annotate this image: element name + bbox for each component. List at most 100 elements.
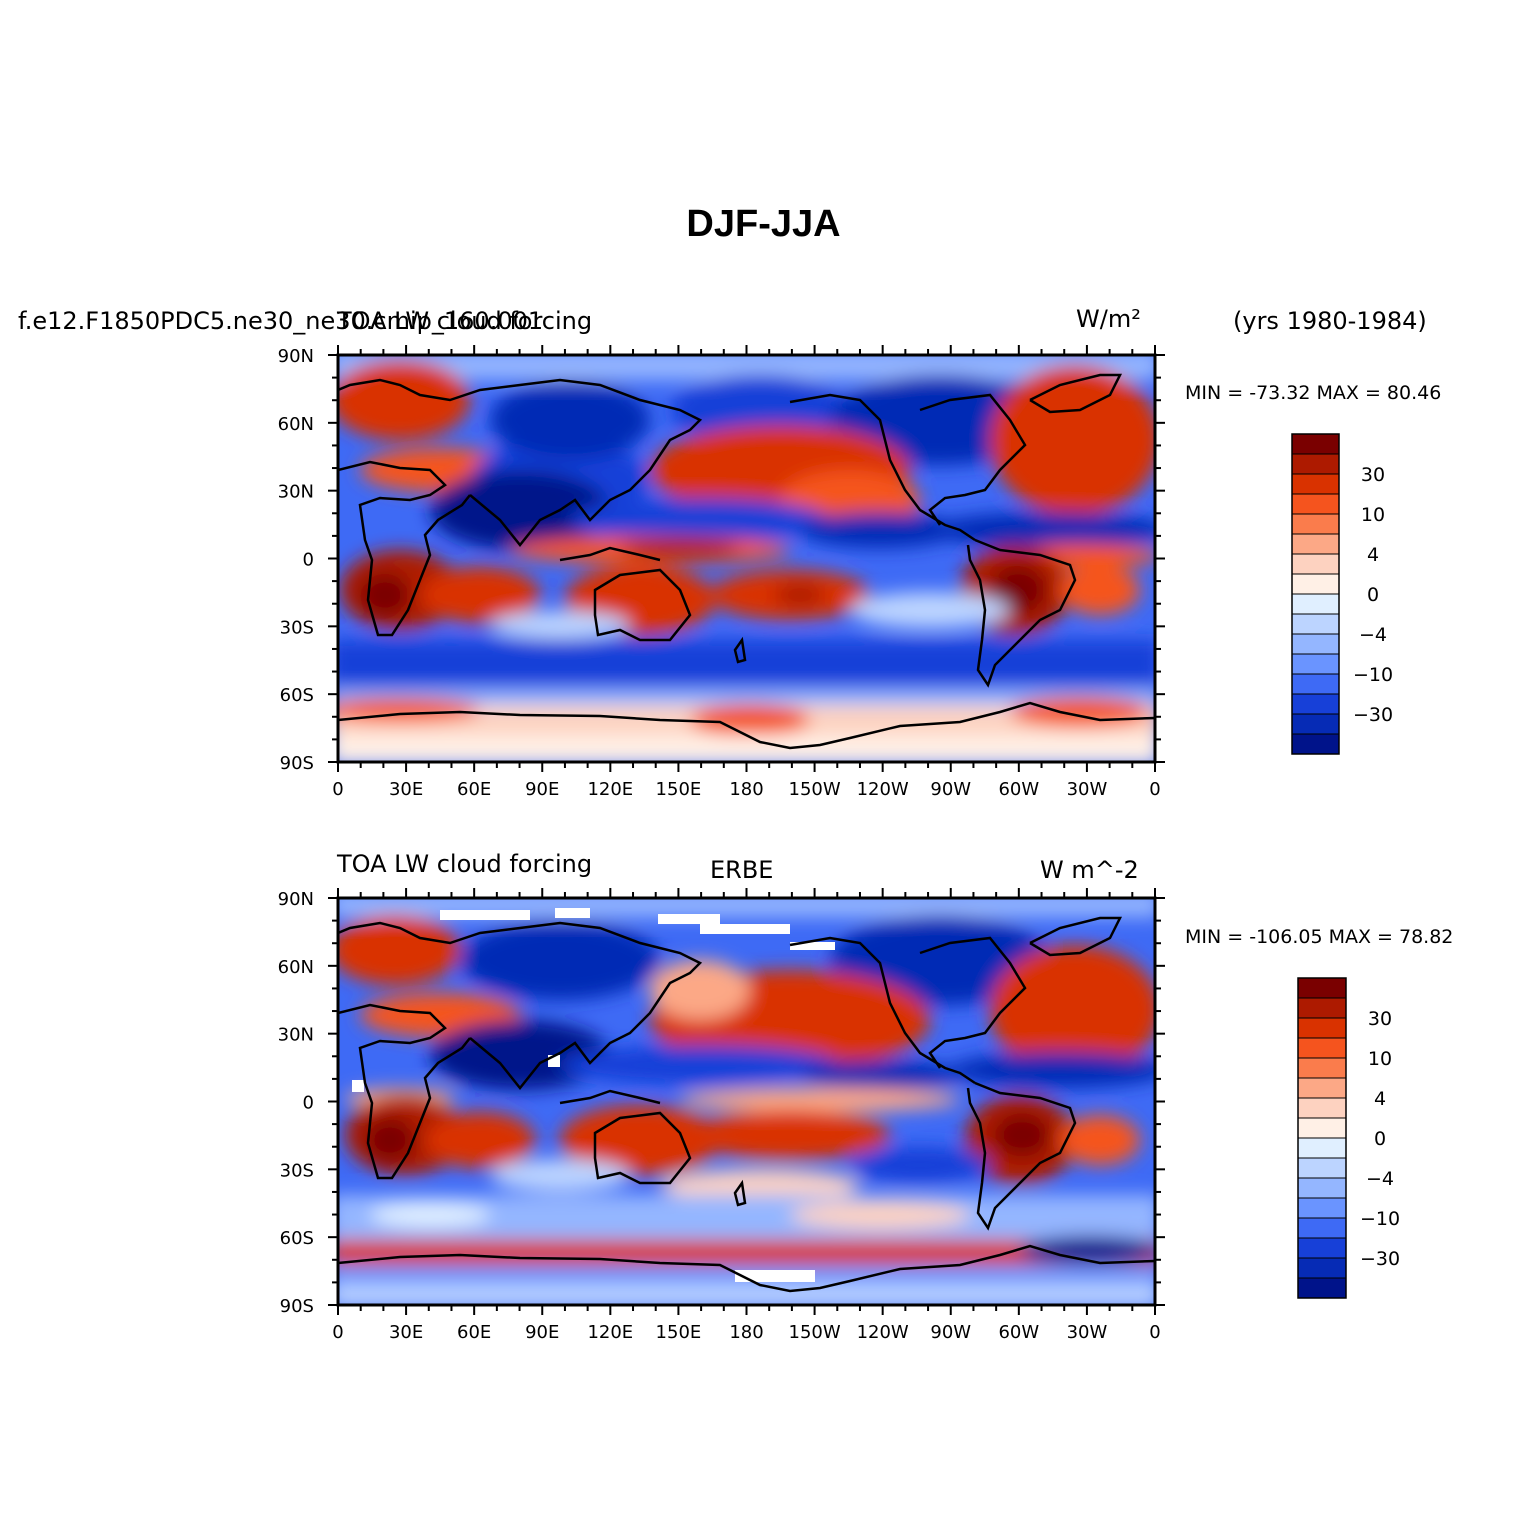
panel1-units: W/m²	[1076, 305, 1141, 333]
colorbar-label: 4	[1374, 1088, 1386, 1110]
colorbar-swatch	[1291, 653, 1340, 675]
colorbar-label: 0	[1374, 1128, 1386, 1150]
x-tick-label: 60W	[998, 1322, 1039, 1343]
panel1-variable-title: TOA LW cloud forcing	[337, 307, 593, 335]
colorbar-swatch	[1291, 513, 1340, 535]
y-tick-label: 60S	[280, 685, 314, 706]
colorbar-swatch	[1291, 593, 1340, 615]
colorbar-swatch	[1297, 1137, 1347, 1159]
y-tick-label: 90N	[278, 346, 314, 367]
colorbar-label: 30	[1368, 1008, 1392, 1030]
colorbar-swatch	[1291, 553, 1340, 575]
colorbar-label: −10	[1360, 1208, 1400, 1230]
panel2-dataset: ERBE	[710, 856, 774, 884]
panel2-units: W m^-2	[1040, 856, 1139, 884]
y-tick-label: 60S	[280, 1228, 314, 1249]
y-tick-label: 0	[303, 1093, 314, 1114]
y-tick-label: 30N	[278, 482, 314, 503]
y-tick-label: 30S	[280, 617, 314, 638]
colorbar-swatch	[1291, 493, 1340, 515]
colorbar-swatch	[1291, 633, 1340, 655]
colorbar-swatch	[1291, 693, 1340, 715]
x-tick-label: 180	[729, 1322, 763, 1343]
x-tick-label: 0	[332, 779, 343, 800]
x-tick-label: 120W	[857, 1322, 909, 1343]
x-tick-label: 90W	[930, 1322, 971, 1343]
y-tick-label: 30N	[278, 1025, 314, 1046]
x-tick-label: 180	[729, 779, 763, 800]
colorbar-swatch	[1291, 613, 1340, 635]
colorbar-swatch	[1291, 433, 1340, 455]
x-tick-label: 30W	[1067, 779, 1108, 800]
x-tick-label: 60E	[457, 779, 491, 800]
colorbar-swatch	[1297, 1217, 1347, 1239]
x-tick-label: 150E	[656, 1322, 702, 1343]
colorbar-swatch	[1297, 997, 1347, 1019]
colorbar-swatch	[1297, 1057, 1347, 1079]
x-tick-label: 30E	[389, 1322, 423, 1343]
y-tick-label: 60N	[278, 414, 314, 435]
panel1-min-max: MIN = -73.32 MAX = 80.46	[1185, 382, 1442, 404]
colorbar-label: 0	[1367, 584, 1379, 606]
colorbar-label: −30	[1360, 1248, 1400, 1270]
colorbar-label: 10	[1361, 504, 1385, 526]
colorbar-label: −30	[1353, 704, 1393, 726]
colorbar-label: 4	[1367, 544, 1379, 566]
y-tick-label: 90N	[278, 889, 314, 910]
x-tick-label: 150E	[656, 779, 702, 800]
x-tick-label: 120E	[587, 779, 633, 800]
colorbar-swatch	[1297, 1177, 1347, 1199]
y-tick-label: 0	[303, 550, 314, 571]
colorbar-label: −10	[1353, 664, 1393, 686]
x-tick-label: 0	[332, 1322, 343, 1343]
coastlines-panel1	[338, 373, 1155, 750]
panel2-variable-title: TOA LW cloud forcing	[337, 850, 593, 878]
colorbar-swatch	[1291, 733, 1340, 755]
panel1-case-name: f.e12.F1850PDC5.ne30_ne30.cmip_160.001	[18, 307, 544, 335]
panel2-min-max: MIN = -106.05 MAX = 78.82	[1185, 926, 1454, 948]
colorbar-swatch	[1291, 453, 1340, 475]
colorbar-swatch	[1297, 1257, 1347, 1279]
y-tick-label: 90S	[280, 1296, 314, 1317]
x-tick-label: 120E	[587, 1322, 633, 1343]
colorbar-swatch	[1297, 1097, 1347, 1119]
colorbar-swatch	[1291, 533, 1340, 555]
colorbar-label: 30	[1361, 464, 1385, 486]
colorbar-swatch	[1297, 1237, 1347, 1259]
colorbar-swatch	[1297, 1117, 1347, 1139]
x-tick-label: 0	[1149, 1322, 1160, 1343]
colorbar-swatch	[1291, 673, 1340, 695]
y-tick-label: 30S	[280, 1160, 314, 1181]
x-tick-label: 0	[1149, 779, 1160, 800]
colorbar-swatch	[1291, 713, 1340, 735]
y-tick-label: 60N	[278, 957, 314, 978]
colorbar-swatch	[1297, 1277, 1347, 1299]
colorbar-swatch	[1291, 573, 1340, 595]
x-tick-label: 30W	[1067, 1322, 1108, 1343]
colorbar-swatch	[1297, 1017, 1347, 1039]
colorbar-swatch	[1297, 1037, 1347, 1059]
main-title: DJF-JJA	[686, 203, 841, 245]
x-tick-label: 90W	[930, 779, 971, 800]
model-field	[338, 355, 1155, 762]
x-tick-label: 30E	[389, 779, 423, 800]
panel1-years: (yrs 1980-1984)	[1233, 307, 1427, 335]
colorbar-swatch	[1291, 473, 1340, 495]
colorbar-swatch	[1297, 1197, 1347, 1219]
colorbar-label: −4	[1359, 624, 1387, 646]
x-tick-label: 150W	[789, 1322, 841, 1343]
colorbar-swatch	[1297, 977, 1347, 999]
x-tick-label: 120W	[857, 779, 909, 800]
y-tick-label: 90S	[280, 753, 314, 774]
colorbar-label: 10	[1368, 1048, 1392, 1070]
colorbar-swatch	[1297, 1157, 1347, 1179]
x-tick-label: 60W	[998, 779, 1039, 800]
colorbar-label: −4	[1366, 1168, 1394, 1190]
x-tick-label: 90E	[525, 1322, 559, 1343]
colorbar-swatch	[1297, 1077, 1347, 1099]
x-tick-label: 90E	[525, 779, 559, 800]
x-tick-label: 60E	[457, 1322, 491, 1343]
